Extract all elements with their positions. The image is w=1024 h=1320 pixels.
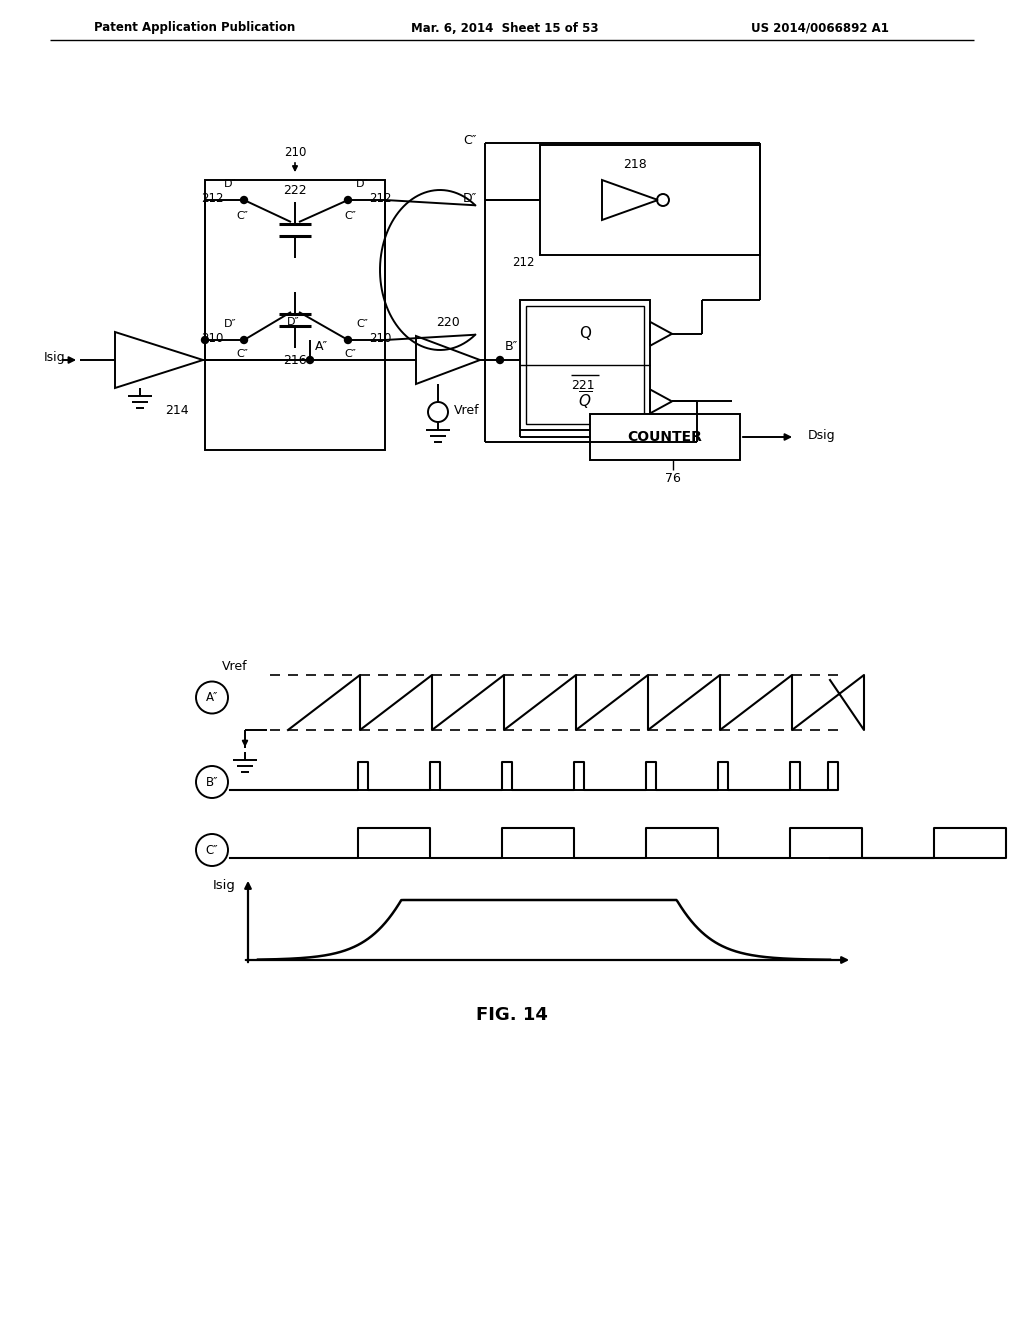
Text: 214: 214 (165, 404, 188, 417)
Text: A″: A″ (206, 690, 218, 704)
Text: 216: 216 (284, 354, 307, 367)
Text: C″: C″ (237, 348, 248, 359)
Text: C″: C″ (206, 843, 218, 857)
Text: D″: D″ (463, 191, 477, 205)
Text: 212: 212 (201, 191, 223, 205)
Bar (205, 180, 385, 450)
Text: Isig: Isig (213, 879, 236, 891)
Text: Patent Application Publication: Patent Application Publication (94, 21, 296, 34)
Bar (520, 300, 650, 430)
Text: Isig: Isig (43, 351, 65, 364)
Text: Vref: Vref (222, 660, 248, 673)
Text: 76: 76 (665, 471, 681, 484)
Text: 210: 210 (284, 145, 306, 158)
Text: 212: 212 (512, 256, 535, 268)
Text: B″: B″ (206, 776, 218, 788)
Text: Dsig: Dsig (808, 429, 836, 441)
Text: 218: 218 (624, 157, 647, 170)
Text: D″: D″ (223, 180, 237, 189)
Text: FIG. 14: FIG. 14 (476, 1006, 548, 1024)
Circle shape (241, 197, 248, 203)
Text: 210: 210 (201, 331, 223, 345)
Text: Mar. 6, 2014  Sheet 15 of 53: Mar. 6, 2014 Sheet 15 of 53 (412, 21, 599, 34)
Text: D″: D″ (287, 317, 299, 327)
Text: C″: C″ (237, 211, 248, 220)
Circle shape (202, 337, 209, 343)
Text: US 2014/0066892 A1: US 2014/0066892 A1 (751, 21, 889, 34)
Bar (540, 145, 760, 255)
Bar (590, 414, 740, 459)
Text: 222: 222 (284, 183, 307, 197)
Text: D″: D″ (355, 180, 369, 189)
Text: 221: 221 (571, 379, 595, 392)
Circle shape (344, 197, 351, 203)
Text: C″: C″ (356, 319, 368, 329)
Text: C″: C″ (464, 135, 477, 148)
Text: $\overline{Q}$: $\overline{Q}$ (578, 391, 592, 412)
Circle shape (497, 356, 504, 363)
Text: C″: C″ (344, 211, 356, 220)
Text: COUNTER: COUNTER (628, 430, 702, 444)
Text: D″: D″ (223, 319, 237, 329)
Text: A″: A″ (315, 339, 328, 352)
Text: 220: 220 (436, 315, 460, 329)
Bar (526, 306, 644, 424)
Text: 212: 212 (369, 191, 391, 205)
Text: Vref: Vref (454, 404, 479, 417)
Circle shape (241, 337, 248, 343)
Circle shape (344, 337, 351, 343)
Circle shape (306, 356, 313, 363)
Text: 210: 210 (369, 331, 391, 345)
Text: Q: Q (579, 326, 591, 342)
Text: C″: C″ (344, 348, 356, 359)
Text: B″: B″ (505, 339, 518, 352)
